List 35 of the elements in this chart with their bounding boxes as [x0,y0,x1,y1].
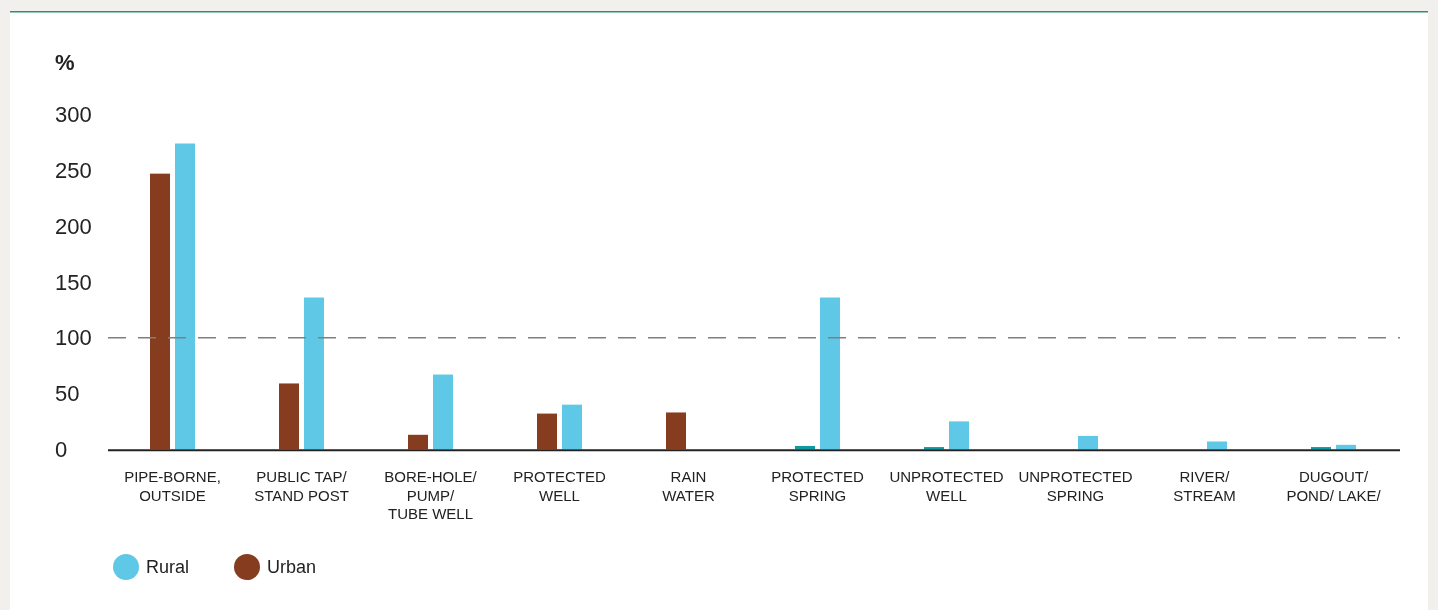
x-tick-label: DUGOUT/ POND/ LAKE/ [1286,468,1382,504]
x-tick-label: PIPE-BORNE, OUTSIDE [124,468,221,504]
bar [150,173,170,450]
legend-label: Rural [146,557,190,578]
y-tick-label: 300 [55,102,92,128]
bar [175,143,195,450]
y-axis-title: % [55,50,75,75]
bar [1207,441,1227,450]
bar [433,374,453,450]
x-tick-label: PROTECTED WELL [513,468,606,504]
bar [949,421,969,450]
x-tick-label: PUBLIC TAP/ STAND POST [254,468,349,504]
x-tick-label: RAIN WATER [662,468,715,504]
bar [562,404,582,450]
x-tick-label: RIVER/ STREAM [1173,468,1236,504]
bar [666,412,686,450]
y-tick-label: 50 [55,381,80,407]
x-tick-label: UNPROTECTED SPRING [1018,468,1133,504]
bar [1078,435,1098,450]
bar [795,445,815,450]
bar [304,297,324,450]
x-tick-label: BORE-HOLE/ PUMP/ TUBE WELL [384,468,478,522]
y-tick-label: 0 [55,437,68,462]
y-tick-label: 200 [55,213,92,239]
bar [279,383,299,450]
y-tick-label: 100 [55,325,92,351]
bar [408,434,428,450]
y-tick-label: 250 [55,158,92,183]
legend-label: Urban [267,557,317,578]
bar [820,297,840,450]
bar [537,413,557,450]
x-tick-label: UNPROTECTED WELL [889,468,1004,504]
x-tick-label: PROTECTED SPRING [771,468,864,504]
y-tick-label: 150 [55,269,92,295]
bar [1336,444,1356,450]
